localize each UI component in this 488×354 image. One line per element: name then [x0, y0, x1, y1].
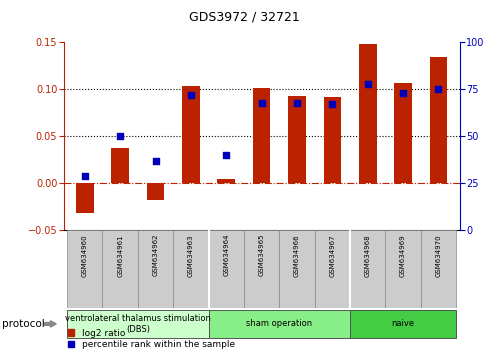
Bar: [146, 183, 164, 200]
Bar: [393, 83, 411, 183]
Bar: [217, 179, 235, 183]
Point: [292, 100, 300, 105]
FancyBboxPatch shape: [138, 230, 173, 308]
Text: GSM634960: GSM634960: [81, 234, 88, 276]
Point: [116, 133, 124, 139]
Bar: [429, 57, 447, 183]
FancyBboxPatch shape: [102, 230, 138, 308]
Text: GSM634962: GSM634962: [152, 234, 158, 276]
FancyBboxPatch shape: [244, 230, 279, 308]
Text: GSM634965: GSM634965: [258, 234, 264, 276]
Point: [363, 81, 371, 87]
Text: GSM634963: GSM634963: [187, 234, 193, 276]
FancyBboxPatch shape: [208, 309, 349, 338]
Bar: [182, 86, 199, 183]
FancyBboxPatch shape: [67, 309, 208, 338]
Bar: [76, 183, 93, 213]
Point: [222, 152, 230, 158]
Point: [151, 158, 159, 164]
Bar: [111, 148, 129, 183]
FancyBboxPatch shape: [420, 230, 455, 308]
Text: GSM634970: GSM634970: [434, 234, 441, 276]
Point: [328, 102, 336, 107]
Text: GSM634961: GSM634961: [117, 234, 123, 276]
Text: GSM634964: GSM634964: [223, 234, 229, 276]
Text: sham operation: sham operation: [246, 319, 312, 329]
Point: [257, 100, 265, 105]
Point: [398, 90, 406, 96]
FancyBboxPatch shape: [208, 230, 244, 308]
Point: [434, 86, 442, 92]
Bar: [358, 44, 376, 183]
Text: naive: naive: [391, 319, 414, 329]
FancyBboxPatch shape: [279, 230, 314, 308]
Text: GSM634967: GSM634967: [329, 234, 335, 276]
Text: protocol: protocol: [2, 319, 45, 329]
Text: GSM634968: GSM634968: [364, 234, 370, 276]
Text: GSM634966: GSM634966: [293, 234, 299, 276]
FancyBboxPatch shape: [173, 230, 208, 308]
Text: GSM634969: GSM634969: [399, 234, 405, 276]
Text: GDS3972 / 32721: GDS3972 / 32721: [189, 11, 299, 24]
Bar: [287, 96, 305, 183]
FancyBboxPatch shape: [314, 230, 349, 308]
FancyBboxPatch shape: [67, 230, 102, 308]
Point: [81, 173, 88, 178]
Text: ventrolateral thalamus stimulation
(DBS): ventrolateral thalamus stimulation (DBS): [65, 314, 210, 333]
Point: [186, 92, 194, 98]
Bar: [323, 97, 341, 183]
FancyBboxPatch shape: [349, 309, 455, 338]
FancyBboxPatch shape: [385, 230, 420, 308]
FancyBboxPatch shape: [349, 230, 385, 308]
Legend: log2 ratio, percentile rank within the sample: log2 ratio, percentile rank within the s…: [68, 329, 234, 349]
Bar: [252, 88, 270, 183]
